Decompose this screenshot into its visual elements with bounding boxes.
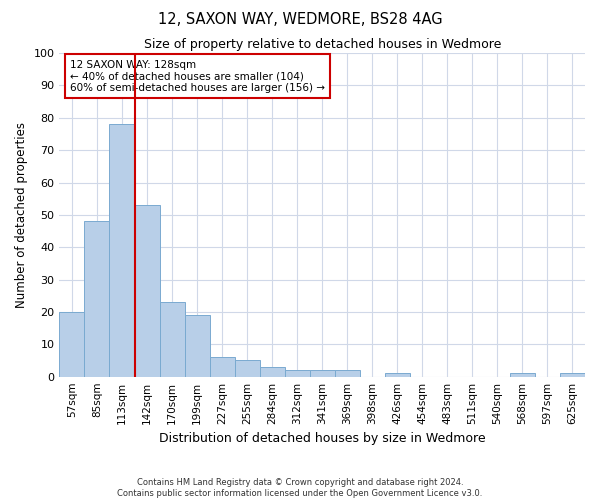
Title: Size of property relative to detached houses in Wedmore: Size of property relative to detached ho… <box>143 38 501 51</box>
Bar <box>85 222 109 376</box>
Bar <box>335 370 360 376</box>
Bar <box>109 124 134 376</box>
Bar <box>260 367 284 376</box>
X-axis label: Distribution of detached houses by size in Wedmore: Distribution of detached houses by size … <box>159 432 485 445</box>
Text: 12, SAXON WAY, WEDMORE, BS28 4AG: 12, SAXON WAY, WEDMORE, BS28 4AG <box>158 12 442 28</box>
Bar <box>385 374 410 376</box>
Text: 12 SAXON WAY: 128sqm
← 40% of detached houses are smaller (104)
60% of semi-deta: 12 SAXON WAY: 128sqm ← 40% of detached h… <box>70 60 325 92</box>
Bar <box>560 374 585 376</box>
Bar <box>510 374 535 376</box>
Bar <box>59 312 85 376</box>
Text: Contains HM Land Registry data © Crown copyright and database right 2024.
Contai: Contains HM Land Registry data © Crown c… <box>118 478 482 498</box>
Bar <box>209 358 235 376</box>
Y-axis label: Number of detached properties: Number of detached properties <box>15 122 28 308</box>
Bar <box>160 302 185 376</box>
Bar <box>310 370 335 376</box>
Bar <box>284 370 310 376</box>
Bar <box>134 205 160 376</box>
Bar <box>185 315 209 376</box>
Bar <box>235 360 260 376</box>
